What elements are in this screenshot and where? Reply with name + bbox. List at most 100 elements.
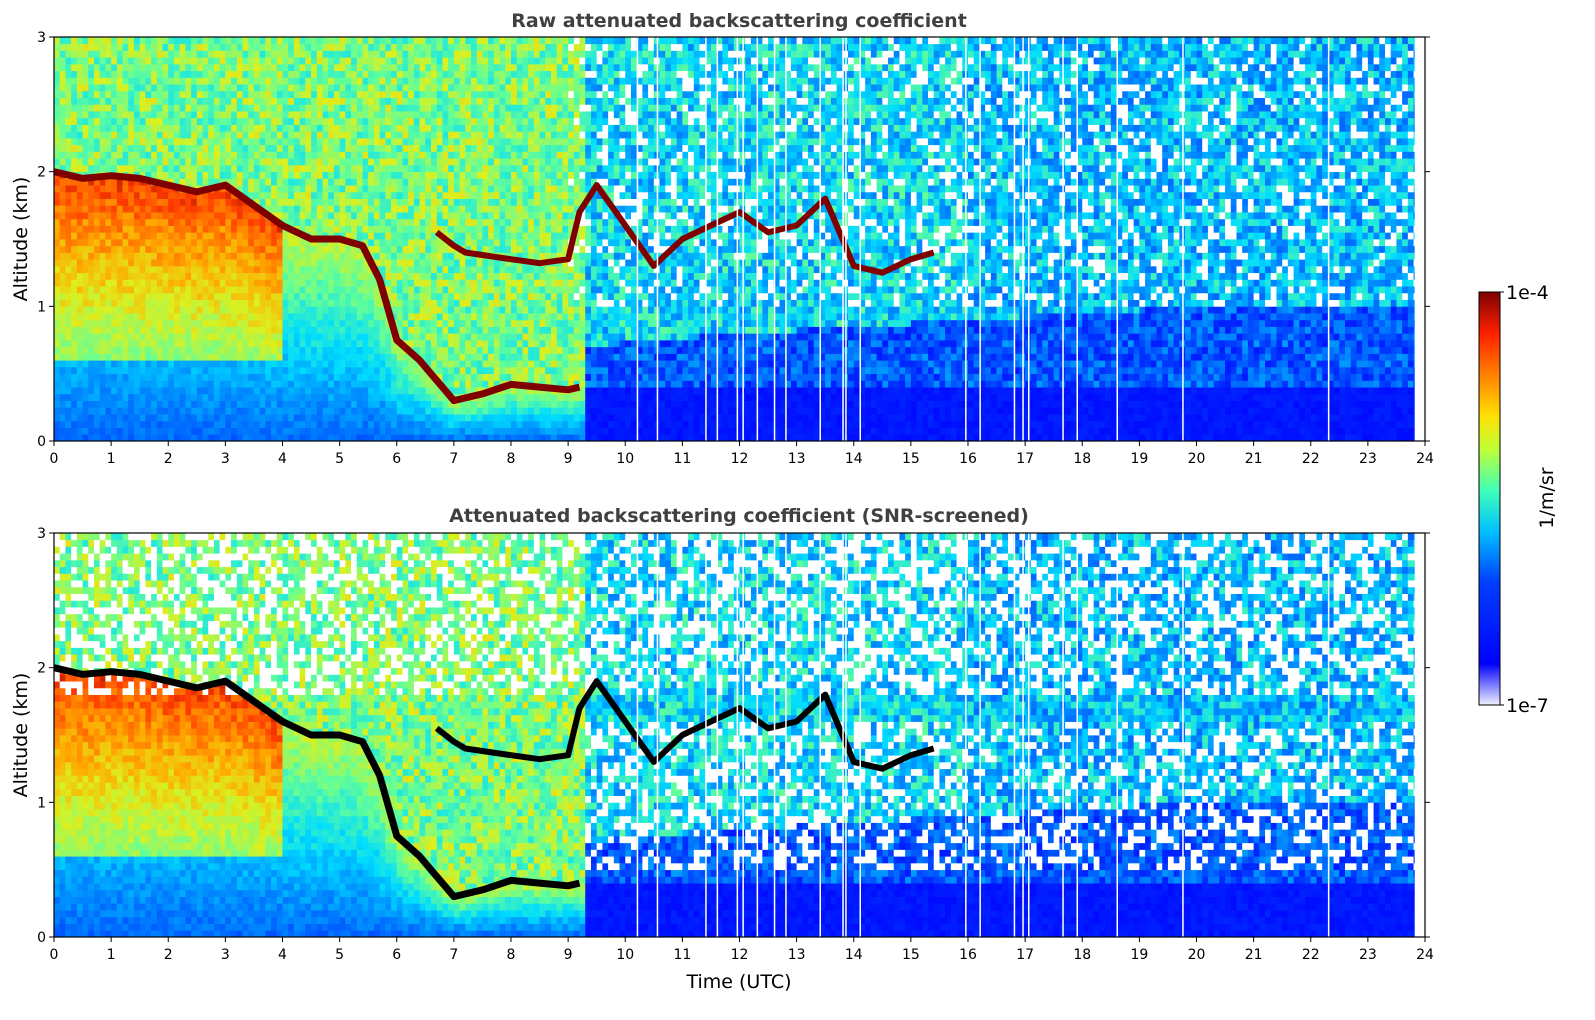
heatmap-cell (305, 70, 312, 78)
heatmap-cell (488, 77, 495, 85)
heatmap-cell (282, 346, 289, 354)
heatmap-cell (339, 393, 346, 401)
heatmap-cell (88, 104, 95, 112)
heatmap-cell (345, 57, 352, 65)
heatmap-cell (105, 360, 112, 368)
heatmap-cell (465, 124, 472, 132)
heatmap-cell (253, 111, 261, 119)
heatmap-cell (322, 373, 329, 381)
heatmap-cell (516, 191, 523, 199)
heatmap-cell (362, 191, 369, 199)
heatmap-cell (499, 299, 506, 307)
heatmap-cell (396, 90, 403, 98)
heatmap-cell (379, 380, 386, 388)
heatmap-cell (276, 178, 283, 186)
heatmap-cell (88, 124, 95, 132)
heatmap-cell (231, 178, 238, 186)
heatmap-cell (59, 164, 66, 173)
heatmap-cell (128, 380, 135, 388)
heatmap-cell (465, 259, 472, 267)
heatmap-cell (225, 279, 232, 287)
heatmap-cell (139, 191, 146, 199)
heatmap-cell (191, 400, 198, 408)
heatmap-cell (471, 400, 478, 408)
heatmap-cell (99, 90, 106, 98)
heatmap-cell (259, 225, 266, 233)
heatmap-cell (196, 427, 203, 435)
heatmap-area (53, 37, 1426, 442)
heatmap-cell (436, 239, 443, 247)
heatmap-cell (288, 393, 295, 401)
heatmap-cell (225, 420, 232, 428)
chart-title: Raw attenuated backscattering coefficien… (511, 10, 967, 32)
heatmap-cell (82, 232, 89, 240)
heatmap-cell (173, 420, 181, 428)
heatmap-cell (373, 387, 381, 395)
heatmap-cell (396, 225, 403, 233)
heatmap-cell (191, 164, 198, 173)
heatmap-cell (151, 218, 158, 226)
heatmap-cell (511, 124, 518, 132)
heatmap-cell (105, 144, 112, 152)
heatmap-cell (111, 373, 118, 381)
heatmap-cell (305, 272, 312, 280)
heatmap-cell (288, 158, 295, 166)
heatmap-cell (453, 346, 460, 354)
heatmap-cell (413, 333, 420, 341)
heatmap-cell (425, 340, 432, 348)
heatmap-cell (453, 279, 460, 287)
heatmap-cell (322, 225, 329, 233)
heatmap-cell (185, 400, 192, 408)
heatmap-cell (116, 124, 123, 132)
heatmap-cell (293, 138, 301, 146)
heatmap-cell (236, 265, 243, 274)
heatmap-cell (65, 245, 72, 253)
heatmap-cell (516, 313, 523, 321)
heatmap-cell (328, 272, 335, 280)
heatmap-cell (116, 212, 123, 220)
heatmap-cell (505, 340, 512, 348)
heatmap-cell (71, 326, 78, 334)
heatmap-cell (511, 393, 518, 401)
heatmap-cell (99, 63, 106, 72)
heatmap-cell (122, 70, 129, 78)
heatmap-cell (391, 158, 398, 166)
heatmap-cell (253, 353, 261, 361)
heatmap-cell (265, 380, 272, 388)
heatmap-cell (111, 138, 118, 146)
heatmap-cell (413, 387, 420, 395)
heatmap-cell (59, 420, 66, 428)
heatmap-cell (362, 299, 369, 307)
heatmap-cell (59, 387, 66, 395)
heatmap-cell (345, 360, 352, 368)
heatmap-cell (391, 104, 398, 112)
heatmap-cell (373, 353, 381, 361)
heatmap-cell (288, 57, 295, 65)
heatmap-cell (373, 414, 381, 422)
heatmap-cell (368, 427, 375, 435)
heatmap-cell (82, 158, 89, 166)
heatmap-cell (213, 212, 221, 220)
heatmap-cell (116, 198, 123, 206)
heatmap-cell (196, 299, 203, 307)
heatmap-cell (299, 218, 306, 226)
heatmap-cell (511, 265, 518, 274)
heatmap-cell (413, 57, 420, 65)
heatmap-cell (425, 144, 432, 152)
heatmap-cell (396, 407, 403, 415)
heatmap-cell (191, 131, 198, 139)
heatmap-cell (259, 185, 266, 193)
heatmap-cell (305, 393, 312, 401)
heatmap-cell (139, 393, 146, 401)
heatmap-cell (322, 239, 329, 247)
heatmap-cell (99, 117, 106, 125)
heatmap-cell (145, 265, 152, 274)
heatmap-cell (436, 434, 443, 442)
heatmap-cell (271, 70, 278, 78)
heatmap-cell (431, 434, 438, 442)
heatmap-cell (419, 144, 426, 152)
heatmap-cell (54, 353, 61, 361)
heatmap-cell (236, 245, 243, 253)
heatmap-cell (288, 84, 295, 92)
heatmap-cell (316, 104, 323, 112)
